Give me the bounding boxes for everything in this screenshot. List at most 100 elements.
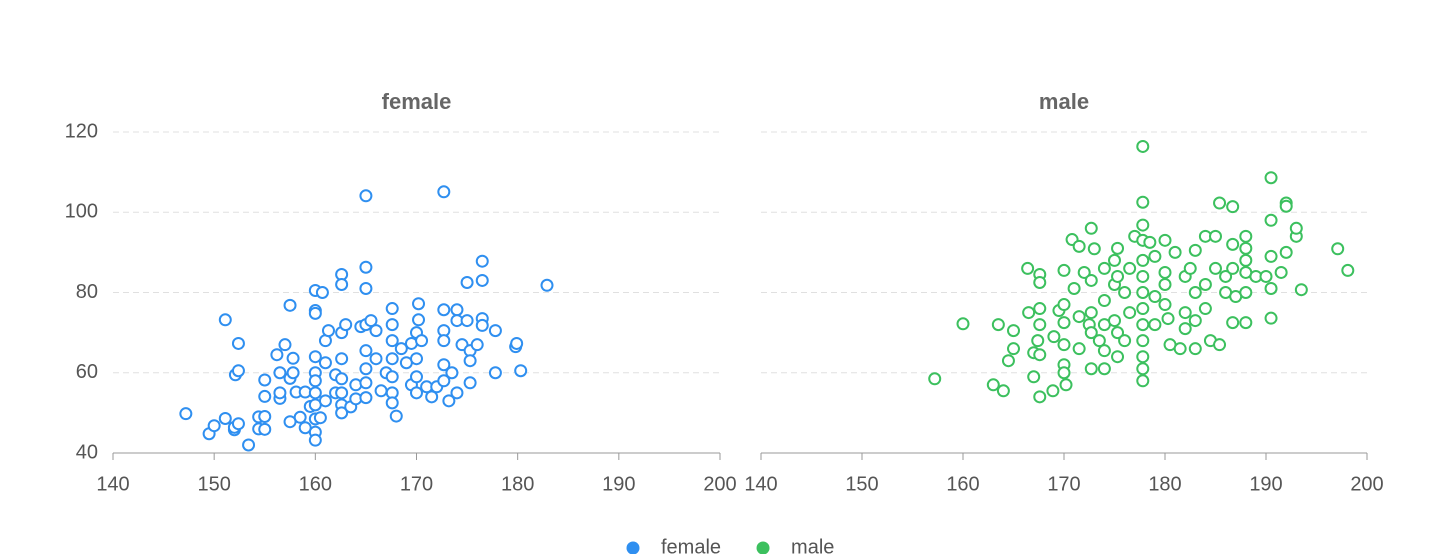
point — [1033, 390, 1047, 404]
point — [410, 386, 423, 400]
point — [1198, 277, 1212, 291]
x-tick-label: 190 — [1249, 473, 1282, 495]
point — [1264, 213, 1278, 227]
point — [1239, 241, 1253, 255]
y-tick-label: 100 — [65, 201, 98, 223]
point — [1092, 334, 1106, 348]
point — [1057, 316, 1071, 330]
point — [463, 354, 477, 368]
panel-title: female — [382, 89, 452, 114]
point — [258, 422, 272, 436]
point — [369, 352, 383, 366]
point — [1072, 239, 1086, 253]
point — [488, 324, 502, 338]
point — [273, 366, 287, 380]
point — [1264, 311, 1278, 325]
point — [1279, 199, 1293, 213]
point — [258, 389, 272, 403]
point — [293, 410, 307, 424]
x-tick-label: 160 — [946, 473, 979, 495]
point — [335, 372, 349, 386]
legend-label: female — [661, 536, 721, 554]
point — [1031, 334, 1045, 348]
point — [1047, 330, 1061, 344]
point — [1033, 302, 1047, 316]
point — [1264, 249, 1278, 263]
point — [359, 391, 373, 405]
panel-title: male — [1039, 89, 1089, 114]
point — [359, 281, 373, 295]
point — [540, 278, 554, 292]
point — [1148, 290, 1162, 304]
point — [437, 185, 451, 199]
point — [270, 348, 284, 362]
point — [1188, 243, 1202, 257]
point — [1226, 261, 1240, 275]
point — [1136, 334, 1150, 348]
point — [1033, 275, 1047, 289]
point — [1209, 229, 1222, 243]
point — [1097, 294, 1111, 308]
x-tick-label: 200 — [703, 473, 736, 495]
point — [1226, 316, 1240, 330]
point — [475, 273, 489, 287]
point — [179, 407, 193, 421]
point — [1084, 273, 1098, 287]
point — [278, 338, 292, 352]
point — [1111, 241, 1125, 255]
point — [1108, 314, 1121, 328]
y-tick-label: 40 — [76, 441, 98, 463]
point — [437, 358, 451, 372]
point — [258, 373, 272, 387]
point — [385, 396, 399, 410]
point — [258, 409, 272, 423]
point — [1294, 283, 1308, 297]
point — [385, 302, 399, 316]
point — [1178, 322, 1192, 336]
point — [349, 378, 363, 392]
point — [1021, 261, 1035, 275]
point — [286, 366, 300, 380]
point — [231, 364, 245, 378]
point — [445, 366, 459, 380]
point — [1274, 265, 1288, 279]
point — [437, 334, 451, 348]
point — [956, 317, 970, 331]
point — [308, 386, 322, 400]
point — [374, 384, 388, 398]
point — [1264, 171, 1278, 185]
point — [1213, 196, 1227, 210]
x-tick-label: 190 — [602, 473, 635, 495]
point — [1123, 306, 1137, 320]
point — [1084, 306, 1098, 320]
point — [385, 370, 399, 384]
point — [1239, 229, 1253, 243]
point — [1136, 318, 1150, 332]
point — [369, 324, 383, 338]
y-tick-label: 120 — [65, 120, 98, 142]
point — [1136, 195, 1150, 209]
point — [385, 318, 399, 332]
point — [1072, 310, 1086, 324]
y-tick-label: 80 — [76, 281, 98, 303]
point — [1111, 269, 1125, 283]
point — [218, 411, 232, 425]
point — [1097, 344, 1111, 358]
point — [1188, 342, 1202, 356]
point — [1341, 263, 1355, 277]
point — [410, 370, 423, 384]
legend-marker — [756, 541, 770, 554]
point — [1057, 263, 1071, 277]
point — [1136, 374, 1150, 388]
point — [1057, 338, 1071, 352]
point — [1158, 265, 1172, 279]
point — [1209, 261, 1222, 275]
point — [475, 318, 489, 332]
point — [1226, 200, 1240, 214]
point — [510, 336, 524, 350]
x-tick-label: 150 — [845, 473, 878, 495]
point — [308, 350, 322, 364]
x-tick-label: 180 — [1148, 473, 1181, 495]
